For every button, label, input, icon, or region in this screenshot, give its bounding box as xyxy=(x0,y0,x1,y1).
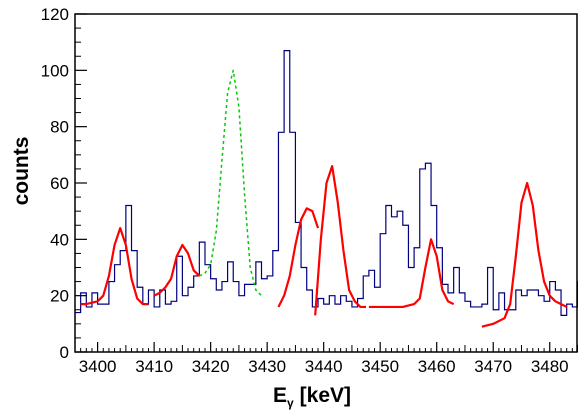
y-tick-label: 60 xyxy=(50,174,69,193)
y-tick-label: 0 xyxy=(60,343,69,362)
fit-curve-1 xyxy=(80,226,149,306)
y-tick-label: 100 xyxy=(41,61,69,80)
y-tick-label: 80 xyxy=(50,118,69,137)
y-tick-label: 40 xyxy=(50,230,69,249)
x-tick-label: 3430 xyxy=(248,357,286,376)
y-axis-label: counts xyxy=(10,137,33,206)
x-axis-label-subscript: γ xyxy=(287,396,294,410)
x-tick-label: 3410 xyxy=(135,357,173,376)
fit-curve-3 xyxy=(199,69,263,297)
fit-curve-2 xyxy=(153,243,201,297)
fit-curve-5 xyxy=(314,165,367,316)
x-tick-label: 3440 xyxy=(305,357,343,376)
y-tick-label: 20 xyxy=(50,287,69,306)
x-axis-label: Eγ [keV] xyxy=(273,384,351,410)
x-axis-label-unit: [keV] xyxy=(300,384,351,407)
fit-curve-6 xyxy=(368,238,455,309)
y-tick-label: 120 xyxy=(41,5,69,24)
x-tick-label: 3450 xyxy=(361,357,399,376)
histogram-series xyxy=(75,50,578,316)
x-tick-label: 3460 xyxy=(418,357,456,376)
x-tick-label: 3400 xyxy=(79,357,117,376)
x-tick-label: 3420 xyxy=(192,357,230,376)
x-tick-label: 3480 xyxy=(531,357,569,376)
fit-curve-7 xyxy=(481,181,568,328)
x-axis-label-symbol: E xyxy=(273,384,287,407)
x-tick-label: 3470 xyxy=(474,357,512,376)
fit-curve-4 xyxy=(277,207,320,308)
